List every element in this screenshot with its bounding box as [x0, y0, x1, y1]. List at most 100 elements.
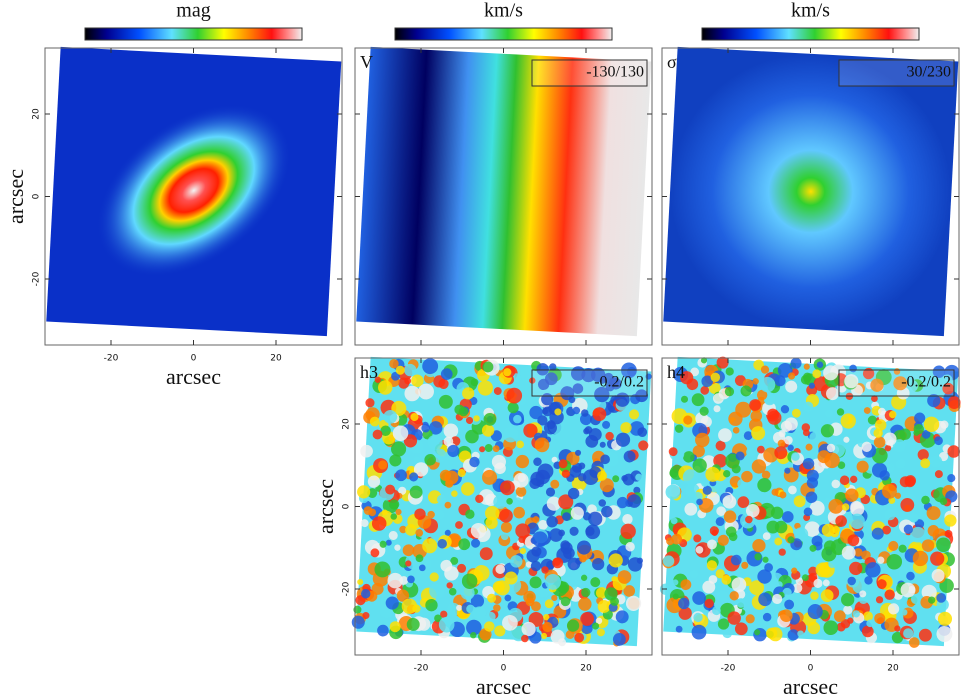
map-pixel: [864, 576, 873, 585]
map-pixel: [515, 486, 527, 497]
map-pixel: [515, 523, 531, 539]
map-pixel: [515, 454, 530, 469]
map-pixel: [470, 632, 477, 639]
map-pixel: [492, 445, 500, 453]
map-pixel: [418, 383, 434, 400]
map-pixel: [612, 632, 626, 646]
map-pixel: [602, 420, 611, 429]
x-tick-label: 20: [887, 664, 899, 674]
map-pixel: [392, 425, 409, 441]
map-pixel: [725, 367, 734, 376]
map-pixel: [424, 454, 436, 466]
map-pixel: [470, 378, 479, 387]
map-pixel: [598, 499, 606, 507]
map-pixel: [414, 508, 426, 520]
map-pixel: [516, 440, 525, 449]
map-pixel: [678, 597, 690, 610]
map-pixel: [383, 409, 398, 424]
map-pixel: [731, 577, 747, 593]
map-pixel: [837, 461, 846, 469]
map-pixel: [730, 554, 742, 566]
map-pixel: [434, 509, 445, 520]
map-pixel: [717, 618, 730, 630]
map-pixel: [737, 496, 750, 509]
map-pixel: [569, 526, 579, 536]
map-pixel: [867, 415, 877, 425]
map-pixel: [738, 548, 746, 555]
map-pixel: [862, 367, 875, 380]
map-pixel: [734, 622, 748, 636]
map-pixel: [882, 525, 892, 535]
map-pixel: [724, 386, 735, 397]
map-pixel: [921, 584, 937, 600]
map-pixel: [616, 496, 629, 509]
map-pixel: [379, 540, 387, 548]
map-pixel: [710, 372, 721, 383]
map-pixel: [794, 551, 801, 559]
map-pixel: [903, 524, 913, 534]
map-pixel: [625, 595, 642, 611]
map-pixel: [482, 469, 498, 485]
map-pixel: [702, 580, 716, 594]
map-pixel: [438, 616, 455, 633]
map-pixel: [785, 380, 798, 393]
map-pixel: [682, 469, 699, 485]
map-pixel: [745, 614, 755, 624]
map-pixel: [762, 556, 769, 563]
map-pixel: [725, 526, 737, 538]
map-pixel: [905, 379, 919, 393]
map-pixel: [443, 436, 454, 447]
map-pixel: [831, 479, 841, 489]
map-pixel: [572, 383, 584, 394]
map-pixel: [874, 612, 886, 624]
map-pixel: [856, 460, 869, 473]
map-pixel: [934, 436, 943, 446]
map-pixel: [558, 459, 568, 469]
map-pixel: [389, 454, 402, 467]
map-pixel: [774, 537, 783, 546]
map-pixel: [841, 593, 855, 607]
map-pixel: [936, 592, 947, 603]
map-pixel: [828, 498, 844, 514]
map-pixel: [839, 475, 850, 486]
map-pixel: [700, 386, 710, 395]
map-pixel: [766, 627, 778, 639]
map-pixel: [921, 429, 931, 439]
map-pixel: [429, 572, 439, 582]
map-pixel: [701, 480, 708, 487]
map-background: [356, 46, 652, 337]
map-pixel: [693, 612, 703, 623]
map-pixel: [947, 396, 961, 409]
map-pixel: [581, 409, 589, 417]
map-pixel: [928, 596, 936, 604]
map-pixel: [927, 394, 941, 408]
map-pixel: [583, 428, 590, 435]
map-pixel: [402, 544, 415, 557]
map-pixel: [912, 550, 929, 567]
map-pixel: [689, 570, 699, 579]
map-pixel: [477, 380, 493, 396]
map-pixel: [841, 503, 850, 511]
map-pixel: [716, 506, 726, 517]
x-tick-label: 0: [808, 664, 814, 674]
map-pixel: [889, 410, 897, 419]
map-pixel: [803, 507, 813, 517]
map-pixel: [809, 500, 825, 516]
map-pixel: [360, 519, 369, 528]
map-pixel: [722, 408, 729, 415]
map-pixel: [471, 538, 481, 548]
map-pixel: [469, 456, 480, 468]
map-pixel: [465, 509, 475, 519]
map-pixel: [823, 620, 839, 636]
map-pixel: [865, 562, 881, 578]
map-pixel: [888, 540, 899, 551]
map-pixel: [367, 475, 381, 488]
map-pixel: [691, 624, 707, 640]
map-pixel: [395, 365, 405, 375]
map-pixel: [833, 610, 846, 623]
map-pixel: [394, 544, 401, 551]
map-pixel: [847, 534, 860, 547]
map-pixel: [853, 548, 863, 557]
map-pixel: [615, 610, 629, 624]
map-pixel: [722, 494, 737, 509]
